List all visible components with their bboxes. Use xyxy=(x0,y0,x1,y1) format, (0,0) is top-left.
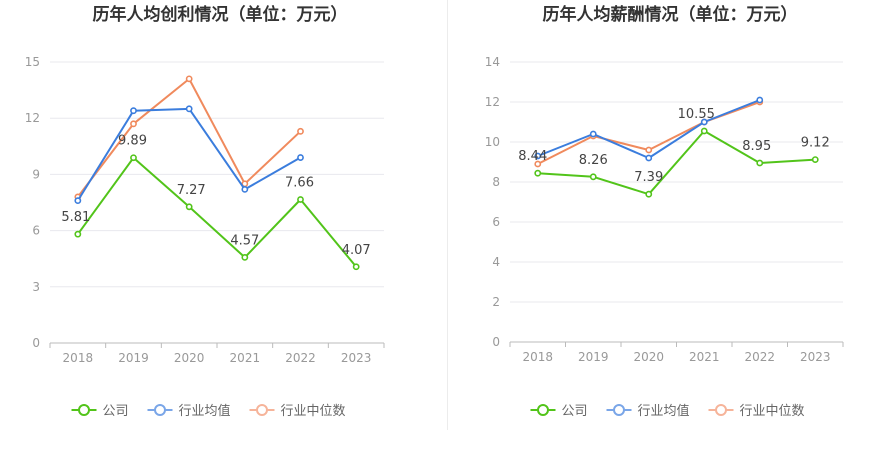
legend-item[interactable]: 公司 xyxy=(71,404,129,419)
x-tick-label: 2018 xyxy=(522,350,553,364)
series-line xyxy=(537,130,816,196)
data-point[interactable] xyxy=(297,196,304,203)
data-label: 7.39 xyxy=(634,170,663,185)
data-label: 8.95 xyxy=(742,139,771,154)
data-label: 9.12 xyxy=(801,136,830,151)
data-point[interactable] xyxy=(534,160,542,168)
y-tick-label: 12 xyxy=(485,95,500,109)
legend-marker-icon xyxy=(78,404,90,416)
y-tick-label: 0 xyxy=(32,336,40,350)
data-label: 8.44 xyxy=(518,149,547,164)
panel-divider xyxy=(447,0,448,430)
legend-marker-icon xyxy=(715,404,727,416)
chart-title: 历年人均创利情况（单位：万元） xyxy=(93,4,348,25)
data-point[interactable] xyxy=(185,75,193,83)
x-tick-label: 2020 xyxy=(174,351,205,365)
x-tick-label: 2023 xyxy=(800,350,831,364)
legend-label: 公司 xyxy=(562,404,588,419)
data-point[interactable] xyxy=(185,105,193,113)
data-point[interactable] xyxy=(700,118,708,126)
data-point[interactable] xyxy=(241,185,249,193)
x-tick-label: 2019 xyxy=(118,351,149,365)
chart-title: 历年人均薪酬情况（单位：万元） xyxy=(543,4,798,25)
data-label: 7.66 xyxy=(285,176,314,191)
data-point[interactable] xyxy=(756,159,764,167)
legend-marker-icon xyxy=(256,404,268,416)
data-point[interactable] xyxy=(185,203,193,211)
data-point[interactable] xyxy=(352,263,360,271)
legend-item[interactable]: 行业中位数 xyxy=(249,404,346,419)
profit-per-capita-chart: 历年人均创利情况（单位：万元） 0 3 6 9 12 15 2018 2019 2020 2021… xyxy=(0,0,446,458)
x-tick-label: 2022 xyxy=(285,351,316,365)
data-point[interactable] xyxy=(130,107,137,115)
legend-label: 行业均值 xyxy=(638,403,690,419)
y-tick-label: 6 xyxy=(492,215,500,229)
data-label: 4.57 xyxy=(230,233,259,248)
y-tick-label: 14 xyxy=(485,55,500,69)
data-label: 8.26 xyxy=(579,153,608,168)
legend-label: 公司 xyxy=(103,404,129,419)
data-label: 10.55 xyxy=(678,107,715,122)
data-label: 9.89 xyxy=(118,134,147,149)
legend-item[interactable]: 行业中位数 xyxy=(708,404,805,419)
data-point[interactable] xyxy=(297,154,304,161)
legend-item[interactable]: 公司 xyxy=(530,404,588,419)
data-point[interactable] xyxy=(756,96,764,104)
data-point[interactable] xyxy=(811,156,819,163)
data-point[interactable] xyxy=(297,127,304,135)
y-tick-label: 12 xyxy=(25,111,40,125)
data-point[interactable] xyxy=(74,197,82,205)
legend-marker-icon xyxy=(613,404,625,416)
data-label: 4.07 xyxy=(342,243,371,258)
x-tick-label: 2022 xyxy=(744,350,775,364)
data-label: 5.81 xyxy=(61,210,90,225)
y-tick-label: 8 xyxy=(492,175,500,189)
data-point[interactable] xyxy=(589,173,597,181)
data-point[interactable] xyxy=(700,127,708,135)
data-point[interactable] xyxy=(645,154,653,162)
salary-chart-svg: 历年人均薪酬情况（单位：万元） 0 2 4 6 8 10 12 14 2018 2019 2020 2… xyxy=(485,4,844,419)
y-tick-label: 9 xyxy=(32,167,40,181)
series-line xyxy=(77,156,357,268)
y-tick-label: 0 xyxy=(492,335,500,349)
y-tick-label: 4 xyxy=(492,255,500,269)
y-tick-label: 3 xyxy=(32,280,40,294)
salary-per-capita-chart: 历年人均薪酬情况（单位：万元） 0 2 4 6 8 10 12 14 2018 2019 2020 2… xyxy=(447,0,893,458)
data-point[interactable] xyxy=(534,169,542,177)
x-tick-label: 2018 xyxy=(63,351,94,365)
y-tick-label: 2 xyxy=(492,295,500,309)
profit-chart-svg: 历年人均创利情况（单位：万元） 0 3 6 9 12 15 2018 2019 2020 2021… xyxy=(25,4,385,419)
data-point[interactable] xyxy=(241,253,249,261)
legend-label: 行业中位数 xyxy=(281,404,346,419)
y-tick-label: 10 xyxy=(485,135,500,149)
data-point[interactable] xyxy=(589,130,597,138)
legend-marker-icon xyxy=(154,404,166,416)
x-tick-label: 2021 xyxy=(689,350,720,364)
series-line xyxy=(77,77,302,198)
data-point[interactable] xyxy=(534,152,542,160)
data-point[interactable] xyxy=(130,120,137,128)
data-point[interactable] xyxy=(130,154,137,162)
data-point[interactable] xyxy=(645,146,653,154)
x-tick-label: 2021 xyxy=(230,351,261,365)
y-tick-label: 15 xyxy=(25,55,40,69)
x-tick-label: 2019 xyxy=(578,350,609,364)
legend-item[interactable]: 行业均值 xyxy=(147,403,231,419)
data-point[interactable] xyxy=(74,230,82,238)
data-label: 7.27 xyxy=(177,183,206,198)
legend-label: 行业中位数 xyxy=(740,404,805,419)
legend-item[interactable]: 行业均值 xyxy=(606,403,690,419)
x-tick-label: 2023 xyxy=(341,351,372,365)
legend-marker-icon xyxy=(537,404,549,416)
x-tick-label: 2020 xyxy=(633,350,664,364)
legend-label: 行业均值 xyxy=(179,403,231,419)
data-point[interactable] xyxy=(645,190,653,198)
y-tick-label: 6 xyxy=(32,224,40,238)
